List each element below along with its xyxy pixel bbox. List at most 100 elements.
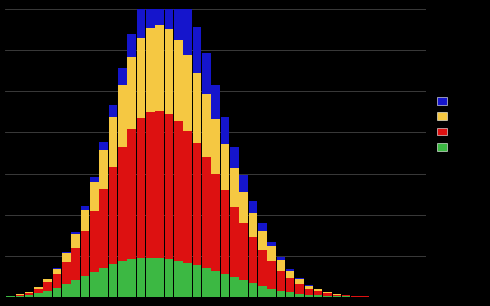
Bar xyxy=(99,267,108,297)
Bar xyxy=(174,261,183,297)
Bar xyxy=(16,294,24,295)
Bar xyxy=(323,292,332,293)
Bar xyxy=(53,268,61,269)
Bar xyxy=(248,201,257,213)
Bar xyxy=(183,131,192,263)
Bar xyxy=(239,223,248,280)
Bar xyxy=(342,296,350,297)
Bar xyxy=(127,34,136,58)
Bar xyxy=(146,28,155,112)
Bar xyxy=(62,252,71,253)
Bar xyxy=(248,237,257,283)
Bar xyxy=(118,147,126,261)
Bar xyxy=(165,0,173,29)
Bar xyxy=(239,280,248,297)
Bar xyxy=(81,210,89,230)
Bar xyxy=(295,294,304,297)
Bar xyxy=(146,258,155,297)
Bar xyxy=(230,168,239,207)
Bar xyxy=(230,277,239,297)
Bar xyxy=(165,259,173,297)
Bar xyxy=(193,73,201,143)
Bar xyxy=(220,191,229,274)
Bar xyxy=(118,85,126,147)
Bar xyxy=(165,114,173,259)
Bar xyxy=(62,263,71,284)
Bar xyxy=(211,85,220,119)
Bar xyxy=(53,288,61,297)
Bar xyxy=(137,38,146,118)
Bar xyxy=(202,268,211,297)
Bar xyxy=(220,274,229,297)
Bar xyxy=(183,263,192,297)
Bar xyxy=(99,189,108,267)
Bar xyxy=(174,121,183,261)
Bar xyxy=(305,289,313,295)
Bar xyxy=(230,207,239,277)
Bar xyxy=(25,292,33,293)
Bar xyxy=(314,295,322,297)
Bar xyxy=(34,289,43,293)
Bar xyxy=(137,7,146,38)
Bar xyxy=(202,95,211,157)
Bar xyxy=(34,287,43,289)
Bar xyxy=(239,175,248,192)
Bar xyxy=(276,260,285,271)
Bar xyxy=(305,295,313,297)
Bar xyxy=(72,234,80,248)
Bar xyxy=(258,223,267,230)
Bar xyxy=(276,291,285,297)
Bar xyxy=(99,142,108,151)
Bar xyxy=(267,242,276,247)
Bar xyxy=(90,272,98,297)
Bar xyxy=(127,129,136,259)
Bar xyxy=(174,0,183,40)
Bar xyxy=(44,282,52,291)
Bar xyxy=(16,296,24,297)
Bar xyxy=(193,27,201,73)
Bar xyxy=(81,276,89,297)
Bar xyxy=(342,295,350,296)
Bar xyxy=(109,117,117,167)
Bar xyxy=(258,286,267,297)
Bar xyxy=(248,283,257,297)
Bar xyxy=(267,289,276,297)
Bar xyxy=(155,111,164,258)
Bar xyxy=(305,285,313,289)
Bar xyxy=(109,264,117,297)
Bar xyxy=(258,250,267,286)
Bar xyxy=(62,253,71,263)
Bar xyxy=(361,296,369,297)
Bar xyxy=(267,261,276,289)
Bar xyxy=(323,293,332,296)
Bar xyxy=(333,294,341,295)
Bar xyxy=(202,157,211,268)
Bar xyxy=(127,259,136,297)
Bar xyxy=(295,279,304,284)
Bar xyxy=(62,284,71,297)
Bar xyxy=(314,289,322,291)
Bar xyxy=(25,293,33,295)
Bar xyxy=(118,261,126,297)
Bar xyxy=(333,296,341,297)
Bar xyxy=(211,119,220,174)
Bar xyxy=(351,296,360,297)
Bar xyxy=(333,295,341,296)
Bar xyxy=(146,112,155,258)
Bar xyxy=(53,274,61,288)
Bar xyxy=(267,247,276,261)
Bar xyxy=(155,24,164,111)
Bar xyxy=(81,207,89,210)
Bar xyxy=(314,291,322,295)
Bar xyxy=(53,269,61,274)
Bar xyxy=(109,167,117,264)
Bar xyxy=(193,143,201,266)
Bar xyxy=(44,291,52,297)
Bar xyxy=(248,213,257,237)
Bar xyxy=(72,248,80,280)
Bar xyxy=(295,284,304,294)
Bar xyxy=(90,177,98,182)
Bar xyxy=(220,144,229,191)
Bar xyxy=(258,230,267,250)
Bar xyxy=(72,280,80,297)
